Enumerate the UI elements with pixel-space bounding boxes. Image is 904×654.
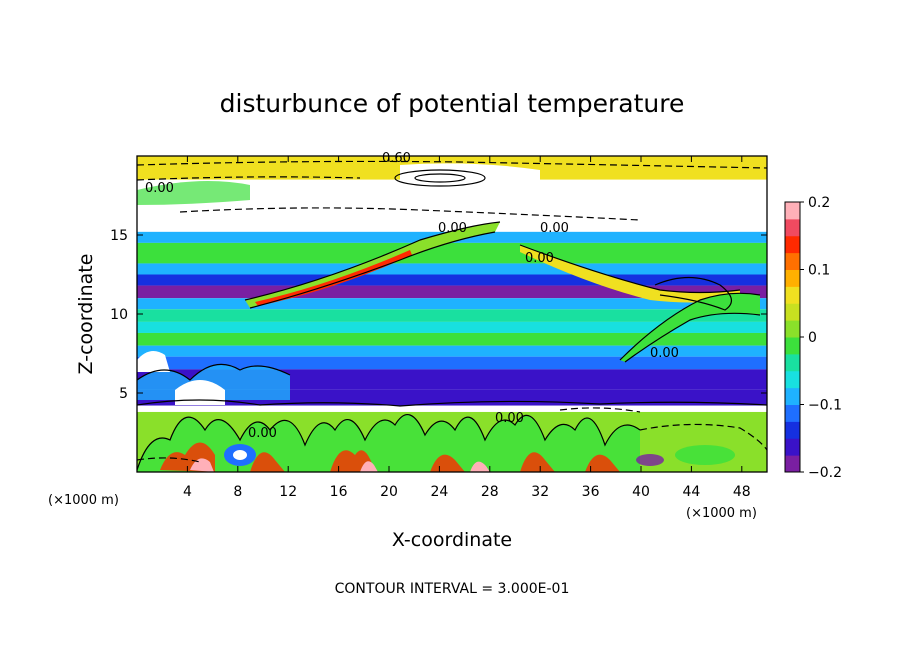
x-unit-left: (×1000 m) — [48, 493, 119, 508]
contour-label: 0.00 — [248, 426, 277, 441]
x-tick-label: 12 — [279, 484, 297, 500]
colorbar-swatch — [785, 235, 800, 254]
field-band — [137, 332, 767, 346]
colorbar-swatch — [785, 202, 800, 220]
field-band — [137, 405, 767, 412]
colorbar-swatch — [785, 438, 800, 456]
contour-labels: 0.60 0.00 0.00 0.00 0.00 0.00 0.00 0.00 — [145, 151, 679, 441]
x-tick-label: 8 — [233, 484, 242, 500]
contour-lines-negative — [137, 160, 767, 463]
x-tick-label: 20 — [380, 484, 398, 500]
field-band — [137, 321, 767, 333]
y-axis-ticks: 5 10 15 — [110, 228, 767, 402]
x-tick-label: 44 — [682, 484, 700, 500]
y-tick-label: 5 — [119, 386, 128, 402]
contour-label: 0.00 — [650, 346, 679, 361]
colorbar-swatch — [785, 387, 800, 405]
colorbar-swatch — [785, 421, 800, 439]
colorbar-swatch — [785, 218, 800, 237]
colorbar-tick-label: −0.2 — [808, 465, 842, 481]
x-tick-label: 16 — [330, 484, 348, 500]
y-tick-label: 15 — [110, 228, 128, 244]
contour-label: 0.00 — [525, 251, 554, 266]
x-axis-label: X-coordinate — [392, 529, 512, 551]
field-band — [137, 309, 767, 322]
x-tick-label: 40 — [632, 484, 650, 500]
colorbar-ticks: 0.2 0.1 0 −0.1 −0.2 — [800, 195, 842, 481]
colorbar-swatch — [785, 320, 800, 338]
y-axis-label: Z-coordinate — [75, 254, 97, 375]
colorbar-swatch — [785, 269, 800, 287]
field-band — [137, 274, 767, 286]
x-axis-ticks: 4 8 12 16 20 24 28 32 36 40 44 48 — [183, 156, 751, 500]
field-band — [137, 369, 767, 390]
colorbar-swatch — [785, 303, 800, 321]
colorbar — [785, 202, 800, 473]
y-tick-label: 10 — [110, 307, 128, 323]
colorbar-tick-label: −0.1 — [808, 398, 842, 414]
chart-title: disturbunce of potential temperature — [220, 89, 685, 118]
x-tick-label: 24 — [430, 484, 448, 500]
x-unit-right: (×1000 m) — [686, 506, 757, 521]
colorbar-swatch — [785, 286, 800, 304]
field-band — [137, 263, 767, 275]
colorbar-swatch — [785, 353, 800, 372]
field-band — [137, 298, 767, 310]
colorbar-swatch — [785, 404, 800, 422]
contour-label: 0.00 — [145, 181, 174, 196]
contour-lines — [137, 169, 767, 471]
field-band — [137, 389, 767, 406]
field-band — [137, 345, 767, 357]
colorbar-swatch — [785, 252, 800, 270]
colorbar-tick-label: 0 — [808, 330, 817, 346]
contour-label: 0.00 — [495, 411, 524, 426]
x-tick-label: 36 — [582, 484, 600, 500]
colorbar-swatch — [785, 455, 800, 473]
x-tick-label: 4 — [183, 484, 192, 500]
contour-label: 0.60 — [382, 151, 411, 166]
colorbar-swatch — [785, 370, 800, 389]
field-band — [137, 356, 767, 370]
contour-label: 0.00 — [540, 221, 569, 236]
contour-interval-note: CONTOUR INTERVAL = 3.000E-01 — [335, 581, 570, 597]
colorbar-tick-label: 0.1 — [808, 263, 830, 279]
contour-label: 0.00 — [438, 221, 467, 236]
colorbar-swatch — [785, 337, 800, 355]
x-tick-label: 48 — [733, 484, 751, 500]
x-tick-label: 28 — [481, 484, 499, 500]
field-band — [137, 242, 767, 264]
x-tick-label: 32 — [531, 484, 549, 500]
colorbar-tick-label: 0.2 — [808, 195, 830, 211]
